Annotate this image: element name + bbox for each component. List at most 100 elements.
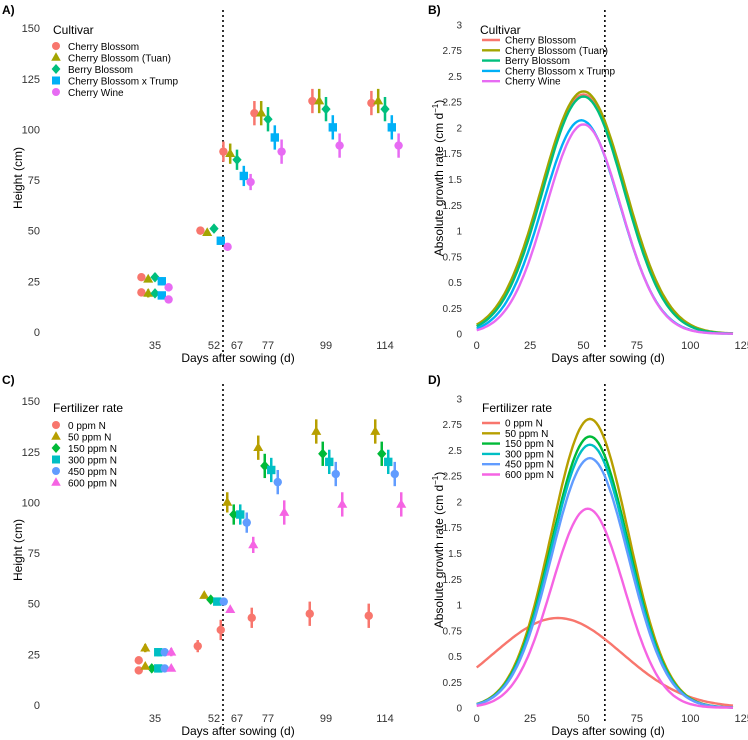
x-tick-label: 25 <box>524 340 536 352</box>
legend-label: Cherry Blossom x Trump <box>505 66 615 77</box>
panel-d-legend-title: Fertilizer rate <box>482 401 552 415</box>
x-tick-label: 52 <box>208 713 220 725</box>
data-point <box>164 295 173 304</box>
panel-a-xlabel: Days after sowing (d) <box>181 351 294 365</box>
x-tick-label: 99 <box>320 713 332 725</box>
data-point <box>314 95 325 105</box>
legend-label: Cherry Wine <box>505 77 561 88</box>
data-point <box>216 625 225 635</box>
series-line <box>476 90 734 335</box>
data-point <box>331 469 340 479</box>
y-tick-label: 125 <box>22 447 40 459</box>
panel-c-marks: 0 25 50 75 100 125 150 35 52 67 77 99 114 <box>22 384 407 725</box>
panel-d-marks: 0 0.25 0.5 0.75 1 1.25 1.5 1.75 2 2.25 2.5 2.75 3 0 25… <box>443 384 748 725</box>
data-point <box>335 141 344 150</box>
data-point <box>377 448 387 460</box>
data-point <box>137 288 146 297</box>
data-point <box>223 242 232 252</box>
x-tick-label: 0 <box>474 340 480 352</box>
panel-b-xlabel: Days after sowing (d) <box>551 351 664 365</box>
panel-c: C) Height (cm) Days after sowing (d) 0 25… <box>2 373 407 738</box>
panel-a: A) Height (cm) Days after sowing (d) 0 25… <box>2 3 403 365</box>
x-tick-label: 125 <box>735 340 748 352</box>
legend-marker <box>51 431 61 440</box>
panel-a-ylabel: Height (cm) <box>11 147 25 209</box>
data-point <box>154 664 163 673</box>
data-point <box>273 477 282 487</box>
data-point <box>157 277 166 286</box>
y-tick-label: 2.5 <box>448 72 462 83</box>
y-tick-label: 100 <box>22 497 40 509</box>
data-point <box>256 107 267 117</box>
series-line <box>476 123 733 335</box>
y-tick-label: 2 <box>456 123 462 134</box>
data-point <box>150 271 160 283</box>
y-tick-label: 1.75 <box>443 523 463 534</box>
data-point <box>202 227 213 237</box>
panel-d: D) Absolute growth rate (cm d−1) Days af… <box>428 373 748 738</box>
data-point <box>396 498 407 508</box>
data-point <box>308 96 317 106</box>
data-point <box>160 648 169 657</box>
data-point <box>199 590 210 599</box>
data-point <box>370 426 381 435</box>
y-tick-label: 1.5 <box>448 549 462 560</box>
y-tick-label: 125 <box>22 74 40 86</box>
data-point <box>337 498 348 508</box>
legend-marker <box>52 467 60 475</box>
data-point <box>387 123 396 132</box>
legend-marker <box>51 477 61 486</box>
legend-label: 50 ppm N <box>68 433 111 444</box>
data-point <box>236 510 245 519</box>
y-tick-label: 150 <box>22 396 40 408</box>
data-point <box>380 103 390 115</box>
x-tick-label: 52 <box>208 340 220 352</box>
y-tick-label: 50 <box>28 599 40 611</box>
legend-label: 150 ppm N <box>68 444 117 455</box>
data-point <box>364 611 373 620</box>
data-point <box>239 171 248 181</box>
data-point <box>154 648 163 657</box>
data-point <box>373 95 384 105</box>
data-point <box>213 597 222 606</box>
x-tick-label: 25 <box>524 713 536 725</box>
legend-marker <box>51 52 61 61</box>
data-point <box>166 662 177 672</box>
panel-c-xlabel: Days after sowing (d) <box>181 724 294 738</box>
panel-label-b: B) <box>428 3 441 17</box>
x-tick-label: 99 <box>320 340 332 352</box>
panel-b-ylabel: Absolute growth rate (cm d−1) <box>431 100 446 257</box>
legend-marker <box>52 421 60 429</box>
legend-label: 450 ppm N <box>505 460 554 471</box>
legend-marker <box>52 76 60 85</box>
y-tick-label: 0.75 <box>443 626 463 637</box>
panel-b-marks: 0 0.25 0.5 0.75 1 1.25 1.5 1.75 2 2.25 2.5 2.75 3 0 25… <box>443 10 748 352</box>
legend-marker <box>52 42 60 50</box>
legend-label: 300 ppm N <box>505 449 554 460</box>
data-point <box>157 291 166 300</box>
y-tick-label: 25 <box>28 276 40 288</box>
legend-label: 0 ppm N <box>505 419 543 430</box>
data-point <box>267 465 276 475</box>
panel-label-d: D) <box>428 373 441 387</box>
data-point <box>134 656 143 665</box>
legend-label: 450 ppm N <box>68 467 117 478</box>
data-point <box>325 457 334 467</box>
panel-b: B) Absolute growth rate (cm d−1) Days af… <box>428 3 748 365</box>
y-tick-label: 0.25 <box>443 678 463 689</box>
legend-label: Cherry Blossom x Trump <box>68 77 178 88</box>
data-point <box>253 442 264 452</box>
x-tick-label: 67 <box>231 713 243 725</box>
panel-label-c: C) <box>2 373 15 387</box>
y-tick-label: 150 <box>22 23 40 35</box>
y-tick-label: 1.25 <box>443 201 463 212</box>
data-point <box>225 604 236 614</box>
series-line <box>476 507 733 709</box>
x-tick-label: 114 <box>376 340 394 352</box>
data-point <box>150 288 160 299</box>
legend-marker <box>51 443 61 453</box>
